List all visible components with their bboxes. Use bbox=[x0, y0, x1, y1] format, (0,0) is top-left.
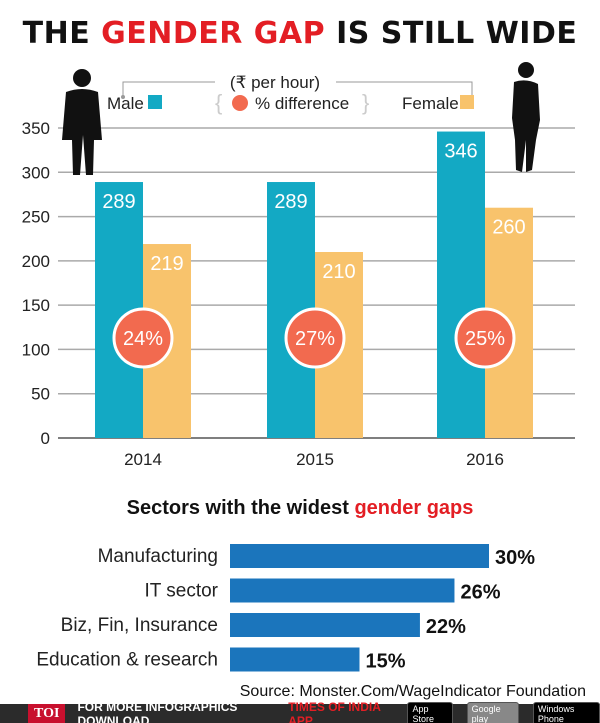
legend-male-label: Male bbox=[107, 94, 144, 113]
toi-logo: TOI bbox=[28, 704, 66, 723]
bar-value-label: 260 bbox=[492, 217, 525, 239]
legend-female-label: Female bbox=[402, 94, 459, 113]
title-part: IS STILL WIDE bbox=[325, 16, 578, 51]
percent-difference-label: 27% bbox=[295, 328, 335, 350]
percent-difference-label: 24% bbox=[123, 328, 163, 350]
y-tick-label: 0 bbox=[41, 429, 50, 448]
app-store-badge[interactable]: App Store bbox=[407, 701, 453, 723]
page-title: THE GENDER GAP IS STILL WIDE bbox=[0, 16, 600, 51]
sector-value-label: 22% bbox=[426, 616, 466, 638]
percent-difference-label: 25% bbox=[465, 328, 505, 350]
footer-text: FOR MORE INFOGRAPHICS DOWNLOAD bbox=[77, 699, 238, 723]
y-tick-label: 300 bbox=[22, 163, 50, 182]
sectors-title: Sectors with the widest gender gaps bbox=[0, 497, 600, 520]
footer-banner: TOI FOR MORE INFOGRAPHICS DOWNLOAD TIMES… bbox=[0, 700, 600, 723]
google-play-badge[interactable]: Google play bbox=[466, 701, 519, 723]
sector-label: Manufacturing bbox=[98, 546, 218, 567]
y-tick-label: 350 bbox=[22, 119, 50, 138]
woman-silhouette-icon bbox=[512, 62, 540, 172]
man-silhouette-icon bbox=[62, 69, 102, 175]
sectors-title-part: Sectors with the widest bbox=[126, 497, 355, 519]
x-tick-label: 2015 bbox=[296, 450, 334, 469]
source-note: Source: Monster.Com/WageIndicator Founda… bbox=[239, 683, 586, 700]
sector-value-label: 30% bbox=[495, 547, 535, 569]
y-tick-label: 200 bbox=[22, 252, 50, 271]
svg-text:}: } bbox=[362, 90, 369, 115]
sector-label: Education & research bbox=[36, 650, 218, 671]
wage-bar-chart: (₹ per hour) Male { % difference } Femal… bbox=[22, 62, 575, 469]
footer-app-link[interactable]: TIMES OF INDIA APP bbox=[288, 699, 381, 723]
legend-diff-label: % difference bbox=[255, 94, 349, 113]
bar-value-label: 210 bbox=[322, 261, 355, 283]
svg-text:{: { bbox=[215, 90, 222, 115]
title-highlight: GENDER GAP bbox=[101, 16, 326, 51]
sector-bar bbox=[230, 578, 455, 603]
title-part: THE bbox=[22, 16, 102, 51]
sector-label: IT sector bbox=[144, 581, 218, 602]
windows-phone-badge[interactable]: Windows Phone bbox=[532, 701, 600, 723]
sector-bar bbox=[230, 544, 489, 568]
bar-value-label: 289 bbox=[274, 191, 307, 213]
legend-female-swatch bbox=[460, 95, 474, 109]
bar-value-label: 219 bbox=[150, 253, 183, 275]
y-tick-label: 100 bbox=[22, 340, 50, 359]
x-tick-label: 2014 bbox=[124, 450, 162, 469]
x-tick-label: 2016 bbox=[466, 450, 504, 469]
legend-male-swatch bbox=[148, 95, 162, 109]
bar-value-label: 346 bbox=[444, 141, 477, 163]
sector-bar bbox=[230, 647, 360, 672]
percent-difference-marker bbox=[284, 307, 346, 369]
sector-value-label: 26% bbox=[460, 582, 500, 604]
sector-bar-chart: Manufacturing 30% IT sector 26% Biz, Fin, In… bbox=[36, 544, 535, 673]
sectors-title-highlight: gender gaps bbox=[354, 497, 474, 519]
male-bar-2016 bbox=[437, 131, 485, 439]
y-tick-label: 50 bbox=[31, 385, 50, 404]
y-tick-label: 250 bbox=[22, 208, 50, 227]
sector-label: Biz, Fin, Insurance bbox=[61, 615, 218, 636]
percent-difference-marker bbox=[112, 307, 174, 369]
legend: (₹ per hour) Male { % difference } Femal… bbox=[107, 73, 474, 115]
legend-diff-swatch bbox=[232, 95, 248, 111]
bar-value-label: 289 bbox=[102, 191, 135, 213]
y-tick-label: 150 bbox=[22, 296, 50, 315]
legend-unit: (₹ per hour) bbox=[230, 73, 320, 92]
sector-value-label: 15% bbox=[366, 651, 406, 673]
sector-bar bbox=[230, 613, 420, 637]
legend-bracket bbox=[122, 81, 473, 97]
percent-difference-marker bbox=[454, 307, 516, 369]
